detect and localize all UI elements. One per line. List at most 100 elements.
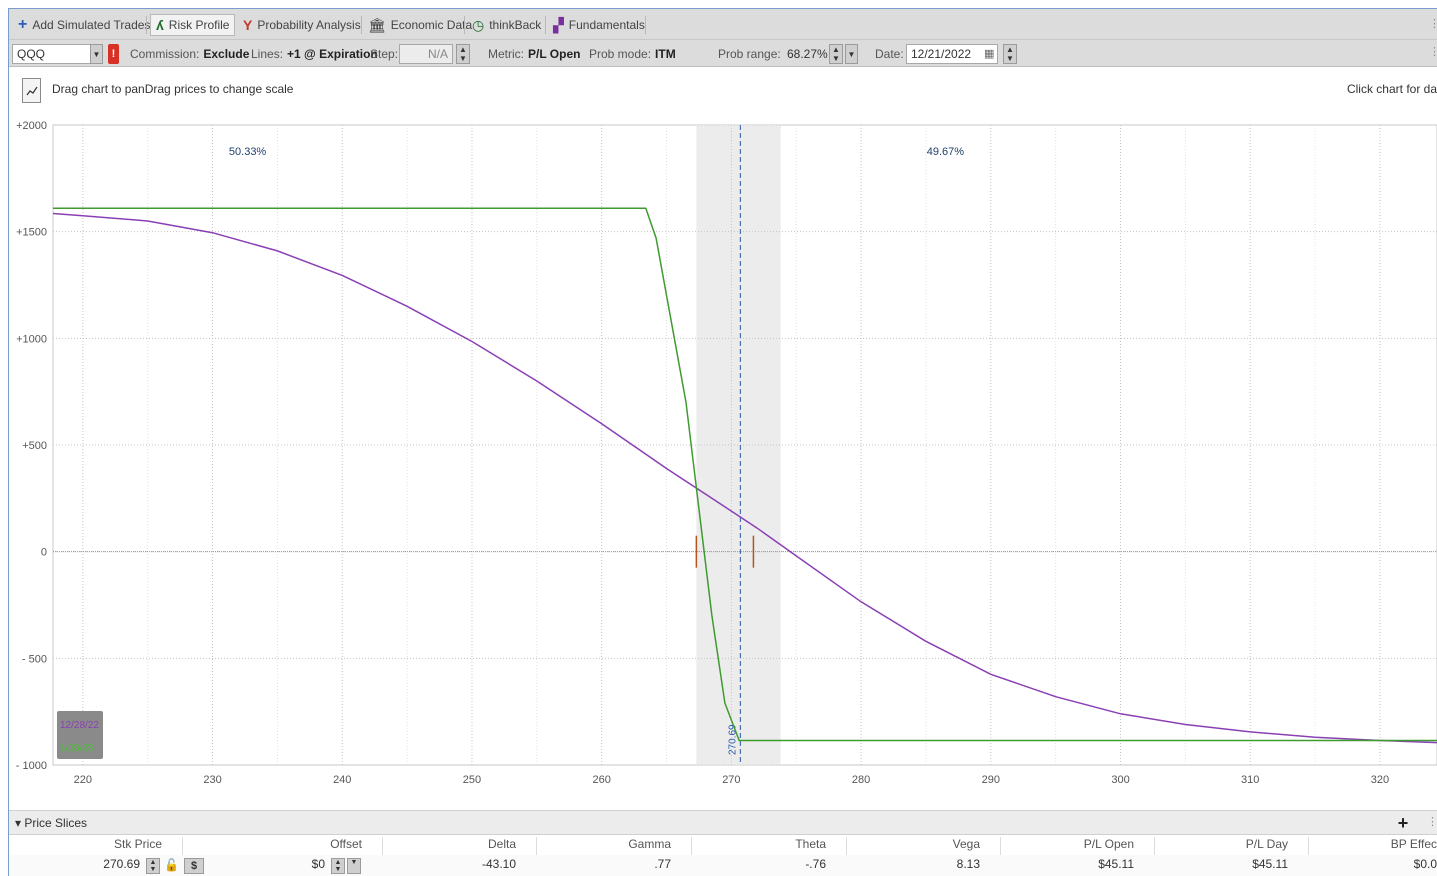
column-divider[interactable]: [1000, 837, 1001, 855]
prob-range-dropdown-icon[interactable]: ▼: [845, 44, 858, 64]
stk-price-value[interactable]: 270.69: [103, 857, 140, 871]
toolbar-divider: [361, 16, 362, 34]
x-tick-label: 280: [852, 774, 870, 786]
clock-icon: ◷: [472, 16, 485, 33]
add-price-slice-button[interactable]: +: [1397, 813, 1409, 833]
probability-icon: Y: [243, 16, 253, 33]
delta-value: -43.10: [481, 857, 516, 871]
tab-fundamentals[interactable]: ▞ Fundamentals: [553, 16, 645, 33]
date-label: Date:: [875, 46, 904, 61]
toolbar-grip-icon[interactable]: ⋮: [1429, 18, 1437, 30]
step-spinner-icon[interactable]: ▲ ▼: [456, 44, 470, 64]
gamma-header[interactable]: Gamma: [628, 837, 671, 851]
x-tick-label: 260: [592, 774, 610, 786]
toolbar-divider: [464, 16, 465, 34]
y-tick-label: - 500: [22, 653, 47, 665]
bp-effect-header[interactable]: BP Effec: [1390, 837, 1437, 851]
settings-toolbar: QQQ ▼ ! Commission: Exclude Lines: +1 @ Ex…: [9, 40, 1437, 67]
commission-control[interactable]: Commission: Exclude: [130, 46, 250, 61]
symbol-dropdown-icon[interactable]: ▼: [90, 44, 103, 64]
chart-hint-right: Click chart for da: [1346, 82, 1437, 96]
step-label: Step:: [370, 46, 399, 61]
offset-value[interactable]: $0: [311, 857, 325, 871]
y-tick-label: +2000: [16, 120, 47, 132]
y-tick-label: +500: [22, 440, 47, 452]
offset-spinner-icon[interactable]: ▲ ▼: [331, 858, 345, 874]
date-field[interactable]: 12/21/2022: [906, 44, 998, 64]
column-divider[interactable]: [536, 837, 537, 855]
series-line-green: [53, 207, 1437, 742]
risk-profile-icon: ʎ: [156, 17, 164, 33]
offset-dropdown-icon[interactable]: ▼: [347, 858, 361, 874]
stk-price-spinner-icon[interactable]: ▲ ▼: [146, 858, 160, 874]
symbol-field[interactable]: QQQ: [12, 44, 92, 64]
theta-value: -.76: [805, 857, 826, 871]
prob-range-field[interactable]: 68.27%: [787, 47, 828, 61]
gamma-value: .77: [654, 857, 671, 871]
toolbar-divider: [146, 16, 147, 34]
pl-open-header[interactable]: P/L Open: [1083, 837, 1134, 851]
chart-mode-icon[interactable]: [22, 78, 41, 103]
column-divider[interactable]: [382, 837, 383, 855]
tab-probability-analysis[interactable]: Y Probability Analysis: [243, 16, 361, 33]
alert-badge[interactable]: !: [108, 44, 119, 64]
x-tick-label: 230: [203, 774, 221, 786]
price-slices-toggle[interactable]: ▾ Price Slices: [15, 816, 88, 830]
probability-band: [696, 125, 781, 765]
slices-grip-icon[interactable]: ⋮: [1427, 816, 1437, 828]
tab-economic-data[interactable]: 🏛 Economic Data: [368, 16, 473, 33]
prob-right-label: 49.67%: [927, 146, 965, 158]
stk-price-header[interactable]: Stk Price: [113, 837, 162, 851]
column-divider[interactable]: [846, 837, 847, 855]
x-tick-label: 250: [463, 774, 481, 786]
prob-range-spinner-icon[interactable]: ▲ ▼: [829, 44, 843, 64]
pl-day-header[interactable]: P/L Day: [1245, 837, 1288, 851]
prob-range-label: Prob range:: [718, 46, 781, 61]
chart-hint-text: Drag chart to panDrag prices to change s…: [52, 82, 294, 96]
dollar-toggle-button[interactable]: $: [184, 858, 204, 874]
calendar-icon[interactable]: ▦: [984, 48, 995, 60]
plus-icon: +: [18, 15, 28, 33]
vega-header[interactable]: Vega: [952, 837, 980, 851]
column-divider[interactable]: [1308, 837, 1309, 855]
offset-header[interactable]: Offset: [330, 837, 362, 851]
date-spinner-icon[interactable]: ▲ ▼: [1003, 44, 1017, 64]
toolbar-divider: [234, 16, 235, 34]
metric-control[interactable]: Metric: P/L Open: [488, 46, 581, 61]
price-slice-row: [9, 855, 1437, 876]
tab-thinkback[interactable]: ◷ thinkBack: [472, 16, 542, 33]
prob-mode-control[interactable]: Prob mode: ITM: [589, 46, 676, 61]
x-tick-label: 240: [333, 774, 351, 786]
legend-box: [57, 711, 103, 759]
tab-risk-profile[interactable]: ʎ Risk Profile: [150, 14, 236, 36]
pl-day-value: $45.11: [1252, 857, 1288, 871]
x-tick-label: 310: [1241, 774, 1259, 786]
column-divider[interactable]: [691, 837, 692, 855]
window-frame: [8, 8, 1437, 876]
x-tick-label: 320: [1371, 774, 1389, 786]
y-tick-label: +1000: [16, 333, 47, 345]
y-tick-label: 0: [41, 547, 47, 559]
bp-effect-value: $0.0: [1413, 857, 1437, 871]
settings-grip-icon[interactable]: ⋮: [1429, 46, 1437, 58]
column-divider[interactable]: [182, 837, 183, 855]
step-field[interactable]: N/A: [399, 44, 453, 64]
vega-value: 8.13: [956, 857, 980, 871]
delta-header[interactable]: Delta: [487, 837, 516, 851]
lines-control[interactable]: Lines: +1 @ Expiration: [251, 46, 378, 61]
chevron-down-icon: ▾: [15, 816, 22, 830]
current-price-label: 270.69: [727, 724, 738, 755]
series-line-purple: [52, 212, 1437, 744]
legend-entry: 1/28/23: [60, 743, 94, 754]
x-tick-label: 270: [722, 774, 740, 786]
y-tick-label: - 1000: [16, 760, 47, 772]
theta-header[interactable]: Theta: [795, 837, 826, 851]
add-simulated-trades-button[interactable]: + Add Simulated Trades: [18, 15, 151, 33]
main-toolbar: + Add Simulated Trades ʎ Risk Profile Y …: [9, 9, 1437, 40]
column-divider[interactable]: [1154, 837, 1155, 855]
x-tick-label: 290: [982, 774, 1000, 786]
lock-icon[interactable]: 🔓: [164, 858, 179, 872]
risk-profile-chart[interactable]: +2000 +1500 +1000 +500 0 - 500 - 1000 220 230 240…: [9, 115, 1437, 805]
chart-hint-bar: Drag chart to panDrag prices to change s…: [9, 67, 1437, 115]
pl-open-value: $45.11: [1098, 857, 1134, 871]
